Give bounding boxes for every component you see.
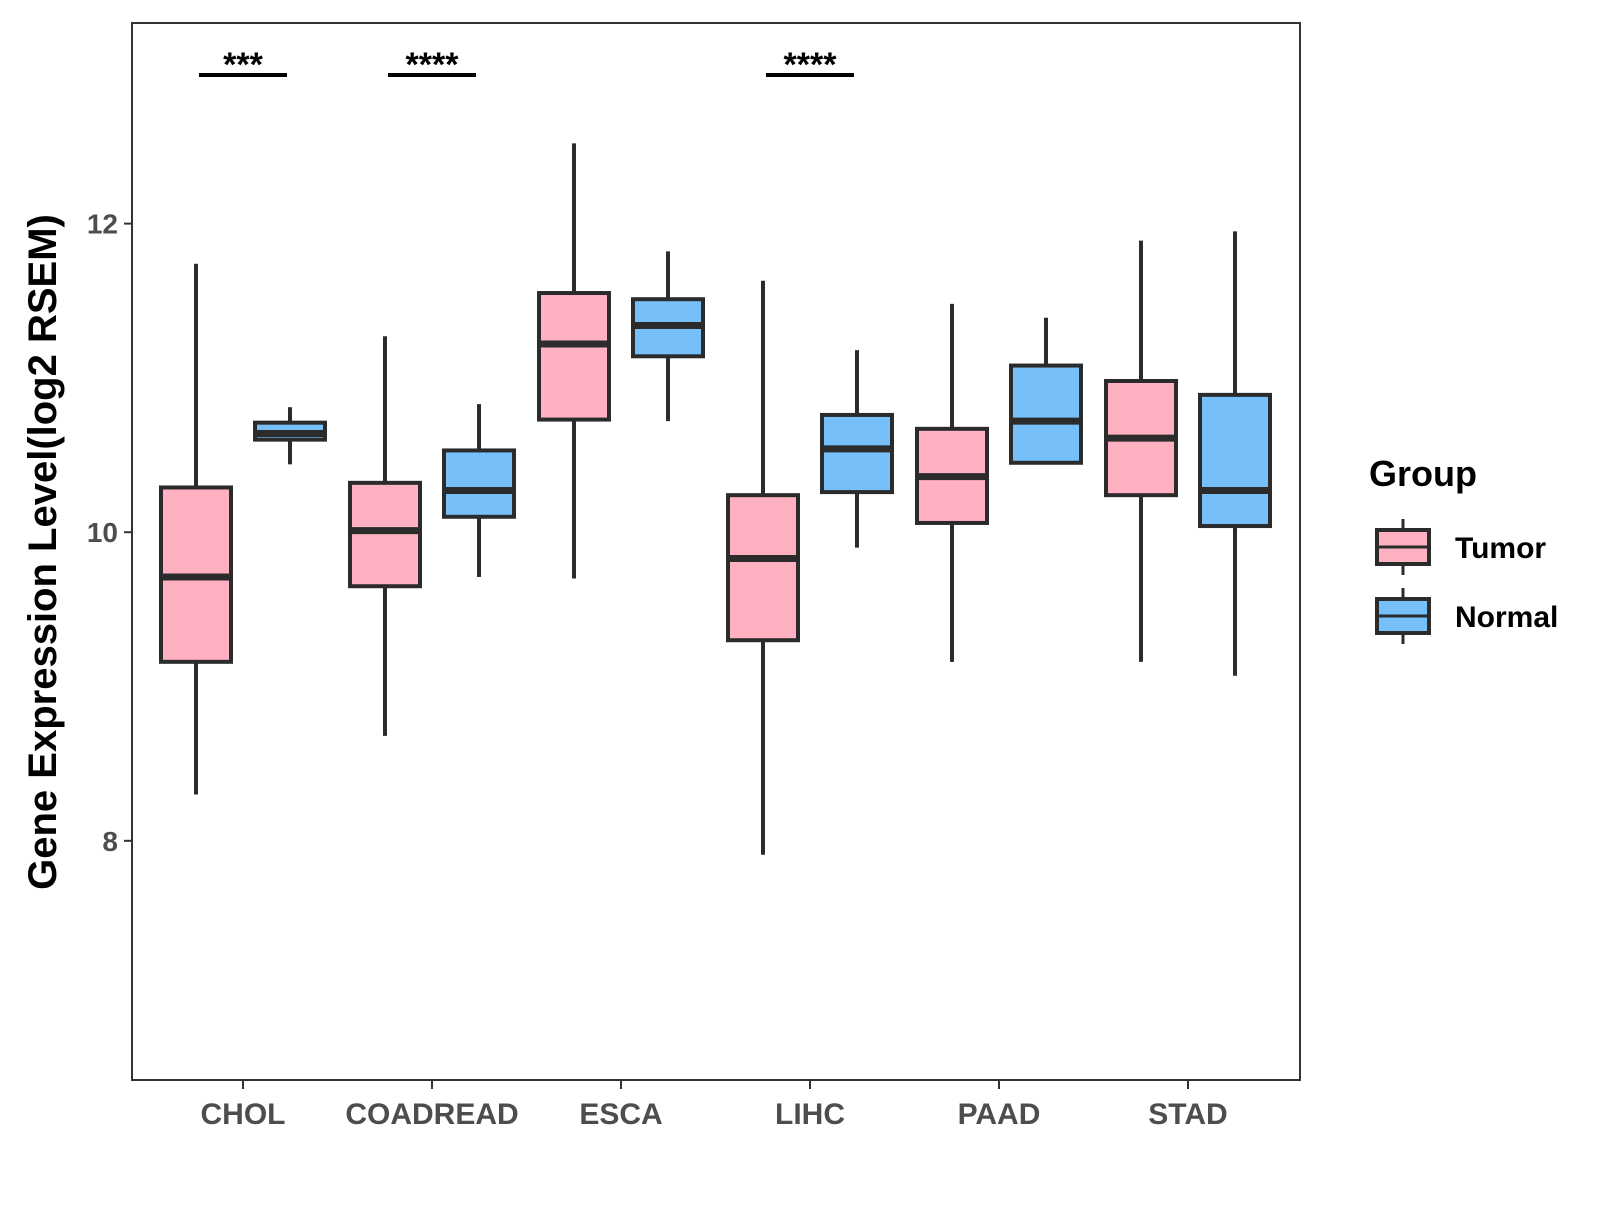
box-normal-chol — [253, 407, 327, 465]
legend-item-tumor: Tumor — [1375, 519, 1546, 575]
y-tick-label: 8 — [102, 826, 118, 857]
significance-stars: **** — [406, 46, 460, 84]
y-tick-label: 10 — [87, 517, 118, 548]
box-body — [1009, 363, 1083, 465]
plot-panel-border — [131, 22, 1301, 1081]
legend-label: Tumor — [1455, 532, 1546, 565]
box-tumor-lihc — [726, 280, 800, 855]
box-normal-coadread — [442, 404, 516, 577]
x-tick-label: COADREAD — [345, 1098, 518, 1131]
significance-annotations: *** **** **** — [199, 46, 854, 84]
significance-stars: **** — [784, 46, 838, 84]
box-body — [820, 412, 894, 495]
box-body — [537, 291, 611, 422]
significance-coadread: **** — [388, 46, 476, 84]
significance-chol: *** — [199, 46, 287, 84]
y-axis: 8 10 12 — [87, 209, 132, 857]
box-body — [726, 493, 800, 643]
x-tick-label: PAAD — [958, 1098, 1041, 1131]
box-tumor-chol — [159, 263, 233, 795]
box-tumor-paad — [915, 303, 989, 662]
box-tumor-stad — [1104, 240, 1178, 662]
significance-lihc: **** — [766, 46, 854, 84]
box-normal-stad — [1198, 231, 1272, 676]
legend-item-normal: Normal — [1375, 588, 1558, 644]
box-body — [442, 448, 516, 519]
x-tick-label: STAD — [1148, 1098, 1227, 1131]
box-body — [348, 480, 422, 589]
x-tick-label: CHOL — [201, 1098, 286, 1131]
box-tumor-esca — [537, 143, 611, 579]
legend-title: Group — [1369, 453, 1477, 494]
box-series — [159, 143, 1272, 855]
legend: Group Tumor Normal — [1369, 453, 1558, 644]
x-tick-label: LIHC — [775, 1098, 845, 1131]
box-normal-paad — [1009, 317, 1083, 465]
box-body — [1198, 392, 1272, 529]
significance-stars: *** — [223, 46, 263, 84]
legend-label: Normal — [1455, 601, 1558, 634]
x-tick-label: ESCA — [579, 1098, 662, 1131]
box-tumor-coadread — [348, 336, 422, 736]
box-normal-esca — [631, 251, 705, 422]
x-axis: CHOL COADREAD ESCA LIHC PAAD STAD — [201, 1080, 1228, 1131]
y-tick-label: 12 — [87, 209, 118, 240]
box-normal-lihc — [820, 350, 894, 548]
y-axis-title: Gene Expression Level(log2 RSEM) — [21, 214, 65, 890]
